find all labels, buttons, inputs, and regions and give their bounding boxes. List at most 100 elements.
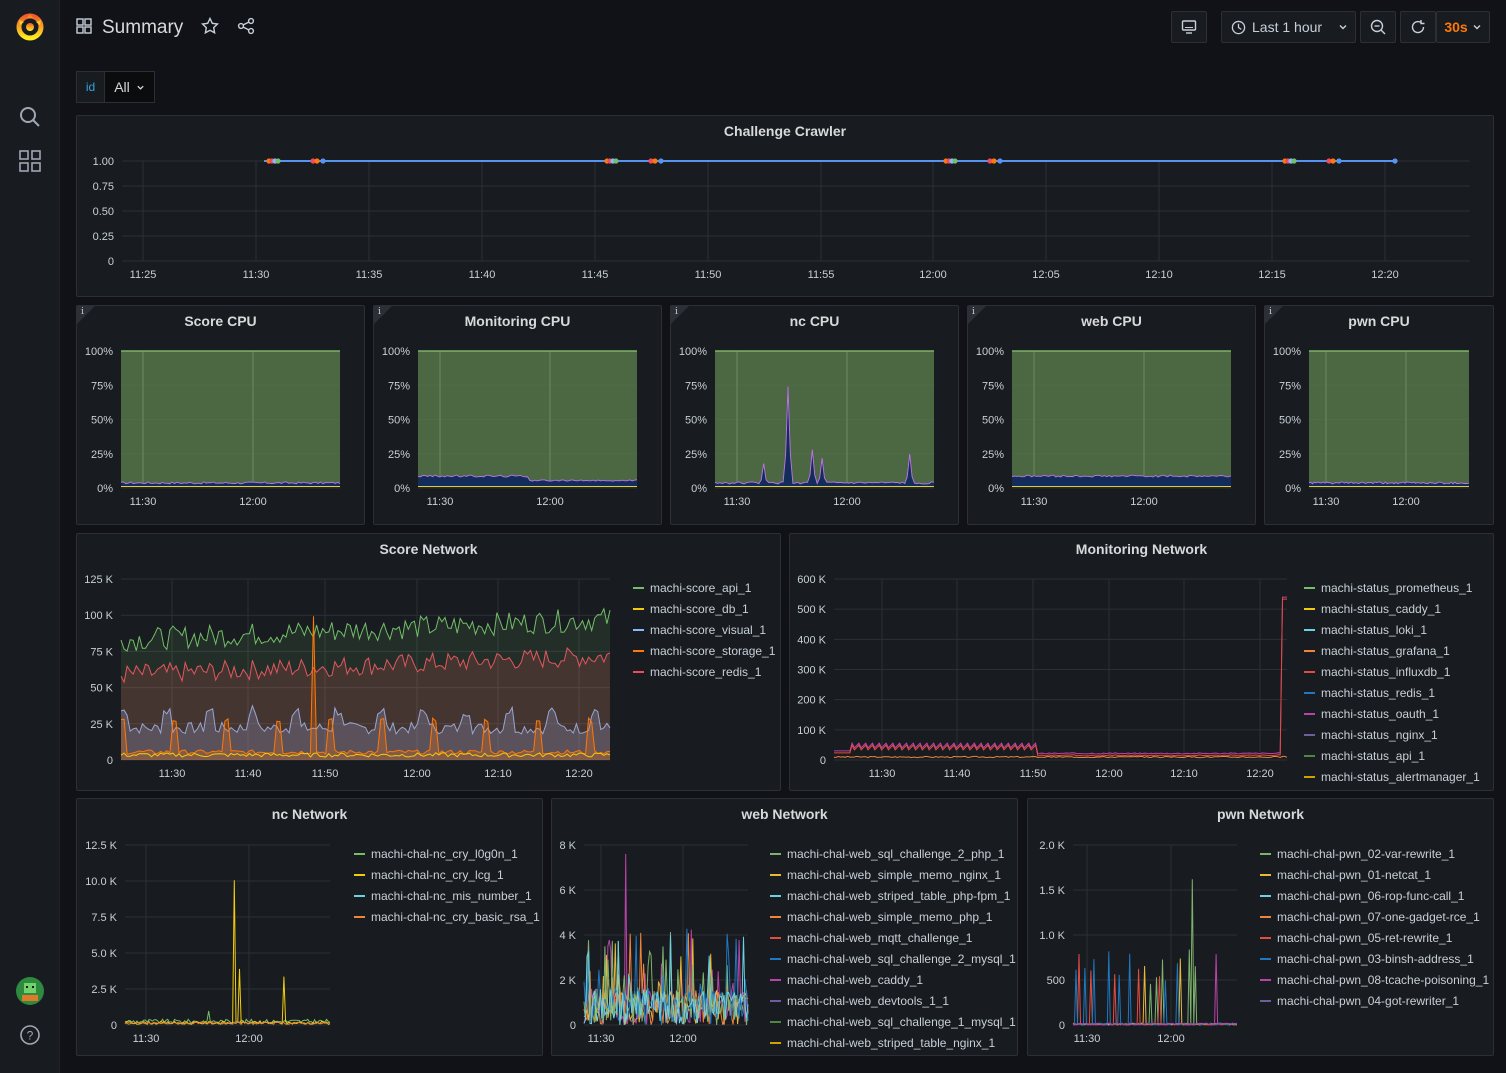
legend-item[interactable]: machi-status_redis_1 xyxy=(1304,682,1480,703)
y-tick-label: 2.5 K xyxy=(91,984,117,996)
legend-label: machi-score_api_1 xyxy=(650,580,752,595)
legend-item[interactable]: machi-chal-web_striped_table_php-fpm_1 xyxy=(770,885,1016,906)
legend-item[interactable]: machi-chal-pwn_02-var-rewrite_1 xyxy=(1260,843,1489,864)
variable-select[interactable]: All xyxy=(105,71,155,103)
refresh-button[interactable] xyxy=(1400,11,1436,43)
panel-title: nc CPU xyxy=(789,313,840,329)
legend-item[interactable]: machi-chal-web_mqtt_challenge_1 xyxy=(770,927,1016,948)
legend-item[interactable]: machi-chal-web_simple_memo_nginx_1 xyxy=(770,864,1016,885)
legend-item[interactable]: machi-chal-nc_mis_number_1 xyxy=(354,885,540,906)
legend-item[interactable]: machi-chal-web_sql_challenge_2_mysql_1 xyxy=(770,948,1016,969)
panel-score-network[interactable]: Score Network 125 K 100 K 75 K 50 K 25 K 0 11:… xyxy=(76,533,781,791)
legend-item[interactable]: machi-chal-pwn_03-binsh-address_1 xyxy=(1260,948,1489,969)
legend-item[interactable]: machi-score_redis_1 xyxy=(633,661,775,682)
legend-item[interactable]: machi-chal-pwn_04-got-rewriter_1 xyxy=(1260,990,1489,1011)
y-tick-label: 400 K xyxy=(797,634,826,646)
legend-item[interactable]: machi-score_api_1 xyxy=(633,577,775,598)
graph-legend: machi-chal-pwn_02-var-rewrite_1 machi-cha… xyxy=(1260,843,1489,1011)
series-oauth xyxy=(834,596,1287,755)
panel-monitoring-network[interactable]: Monitoring Network 600 K 500 K 400 K 300 K 2… xyxy=(789,533,1494,791)
panel-challenge-crawler[interactable]: Challenge Crawler 1.00 0.75 0.50 0.25 0 11:25… xyxy=(76,115,1494,297)
y-tick-label: 100% xyxy=(382,346,410,358)
series-db xyxy=(120,752,611,758)
page-title[interactable]: Summary xyxy=(102,17,184,38)
y-tick-label: 25% xyxy=(388,449,410,461)
legend-item[interactable]: machi-score_visual_1 xyxy=(633,619,775,640)
legend-item[interactable]: machi-status_oauth_1 xyxy=(1304,703,1480,724)
legend-item[interactable]: machi-chal-nc_cry_lcg_1 xyxy=(354,864,540,885)
x-tick-label: 12:00 xyxy=(919,269,947,281)
legend-item[interactable]: machi-status_loki_1 xyxy=(1304,619,1480,640)
y-tick-label: 0 xyxy=(1059,1020,1065,1032)
legend-item[interactable]: machi-status_caddy_1 xyxy=(1304,598,1480,619)
legend-label: machi-score_storage_1 xyxy=(650,643,776,658)
panel-cpu-1[interactable]: i Score CPU 100% 75% 50% 25% 0% 11:30 12:00 xyxy=(76,305,365,525)
legend-item[interactable]: machi-chal-web_caddy_1 xyxy=(770,969,1016,990)
legend-label: machi-chal-web_sql_challenge_2_mysql_1 xyxy=(787,951,1016,966)
search-icon[interactable] xyxy=(14,101,46,133)
panel-cpu-4[interactable]: i web CPU 100% 75% 50% 25% 0% 11:30 12:00 xyxy=(967,305,1256,525)
legend-item[interactable]: machi-status_nginx_1 xyxy=(1304,724,1480,745)
legend-item[interactable]: machi-status_influxdb_1 xyxy=(1304,661,1480,682)
x-tick-label: 11:30 xyxy=(130,496,157,508)
legend-color-swatch xyxy=(770,852,781,855)
legend-item[interactable]: machi-chal-pwn_08-tcache-poisoning_1 xyxy=(1260,969,1489,990)
panel-title: Score Network xyxy=(379,541,478,557)
chevron-down-icon xyxy=(1339,25,1347,30)
y-tick-label: 100% xyxy=(1273,346,1301,358)
legend-color-swatch xyxy=(1304,775,1315,778)
legend-item[interactable]: machi-chal-web_sql_challenge_1_mysql_1 xyxy=(770,1011,1016,1032)
y-tick-label: 4 K xyxy=(559,930,576,942)
user-avatar[interactable] xyxy=(14,975,46,1007)
y-tick-label: 0% xyxy=(988,483,1004,495)
legend-color-swatch xyxy=(770,1041,781,1044)
panel-cpu-5[interactable]: i pwn CPU 100% 75% 50% 25% 0% 11:30 12:00 xyxy=(1264,305,1494,525)
crawler-point xyxy=(613,158,619,164)
cpu-idle-area xyxy=(1309,351,1469,488)
legend-item[interactable]: machi-chal-nc_cry_l0g0n_1 xyxy=(354,843,540,864)
x-tick-label: 12:20 xyxy=(1246,768,1274,780)
legend-label: machi-chal-pwn_04-got-rewriter_1 xyxy=(1277,993,1460,1008)
legend-item[interactable]: machi-status_api_1 xyxy=(1304,745,1480,766)
series-visual-area xyxy=(121,705,610,760)
legend-item[interactable]: machi-status_prometheus_1 xyxy=(1304,577,1480,598)
panel-title: Challenge Crawler xyxy=(723,123,847,139)
legend-item[interactable]: machi-score_storage_1 xyxy=(633,640,775,661)
legend-item[interactable]: machi-chal-web_simple_memo_php_1 xyxy=(770,906,1016,927)
x-tick-label: 12:20 xyxy=(1371,269,1399,281)
legend-color-swatch xyxy=(1260,957,1271,960)
legend-item[interactable]: machi-chal-nc_cry_basic_rsa_1 xyxy=(354,906,540,927)
share-icon[interactable] xyxy=(237,17,255,40)
legend-color-swatch xyxy=(770,999,781,1002)
legend-item[interactable]: machi-chal-pwn_07-one-gadget-rce_1 xyxy=(1260,906,1489,927)
legend-item[interactable]: machi-chal-web_striped_table_nginx_1 xyxy=(770,1032,1016,1053)
zoom-out-button[interactable] xyxy=(1360,11,1396,43)
refresh-interval-picker[interactable]: 30s xyxy=(1436,11,1490,43)
legend-item[interactable]: machi-chal-web_devtools_1_1 xyxy=(770,990,1016,1011)
legend-item[interactable]: machi-chal-web_sql_challenge_2_php_1 xyxy=(770,843,1016,864)
grafana-logo-icon[interactable] xyxy=(14,10,46,42)
time-picker-button[interactable]: Last 1 hour xyxy=(1221,11,1356,43)
panel-pwn-network[interactable]: pwn Network 2.0 K 1.5 K 1.0 K 500 0 11:30 12:0… xyxy=(1027,798,1494,1056)
crawler-graph: 1.00 0.75 0.50 0.25 0 11:25 11:30 11:35 11:40 11:… xyxy=(93,156,1470,281)
legend-item[interactable]: machi-status_grafana_1 xyxy=(1304,640,1480,661)
chevron-down-icon xyxy=(1473,25,1481,30)
legend-item[interactable]: machi-status_alertmanager_1 xyxy=(1304,766,1480,787)
legend-item[interactable]: machi-score_db_1 xyxy=(633,598,775,619)
graph-legend: machi-chal-nc_cry_l0g0n_1 machi-chal-nc_c… xyxy=(354,843,540,927)
x-tick-label: 11:40 xyxy=(469,269,496,281)
help-icon[interactable]: ? xyxy=(14,1019,46,1051)
legend-item[interactable]: machi-chal-pwn_05-ret-rewrite_1 xyxy=(1260,927,1489,948)
panel-cpu-2[interactable]: i Monitoring CPU 100% 75% 50% 25% 0% 11:30 12:… xyxy=(373,305,662,525)
graph-legend: machi-chal-web_sql_challenge_2_php_1 mach… xyxy=(770,843,1016,1053)
tv-mode-button[interactable] xyxy=(1171,11,1207,43)
dashboards-icon[interactable] xyxy=(14,145,46,177)
x-tick-label: 12:10 xyxy=(484,768,512,780)
crawler-point xyxy=(658,158,664,164)
legend-item[interactable]: machi-chal-pwn_06-rop-func-call_1 xyxy=(1260,885,1489,906)
legend-item[interactable]: machi-chal-pwn_01-netcat_1 xyxy=(1260,864,1489,885)
panel-cpu-3[interactable]: i nc CPU 100% 75% 50% 25% 0% 11:30 12:00 xyxy=(670,305,959,525)
panel-web-network[interactable]: web Network 8 K 6 K 4 K 2 K 0 11:30 12:00 mach… xyxy=(551,798,1018,1056)
star-icon[interactable] xyxy=(201,16,220,40)
